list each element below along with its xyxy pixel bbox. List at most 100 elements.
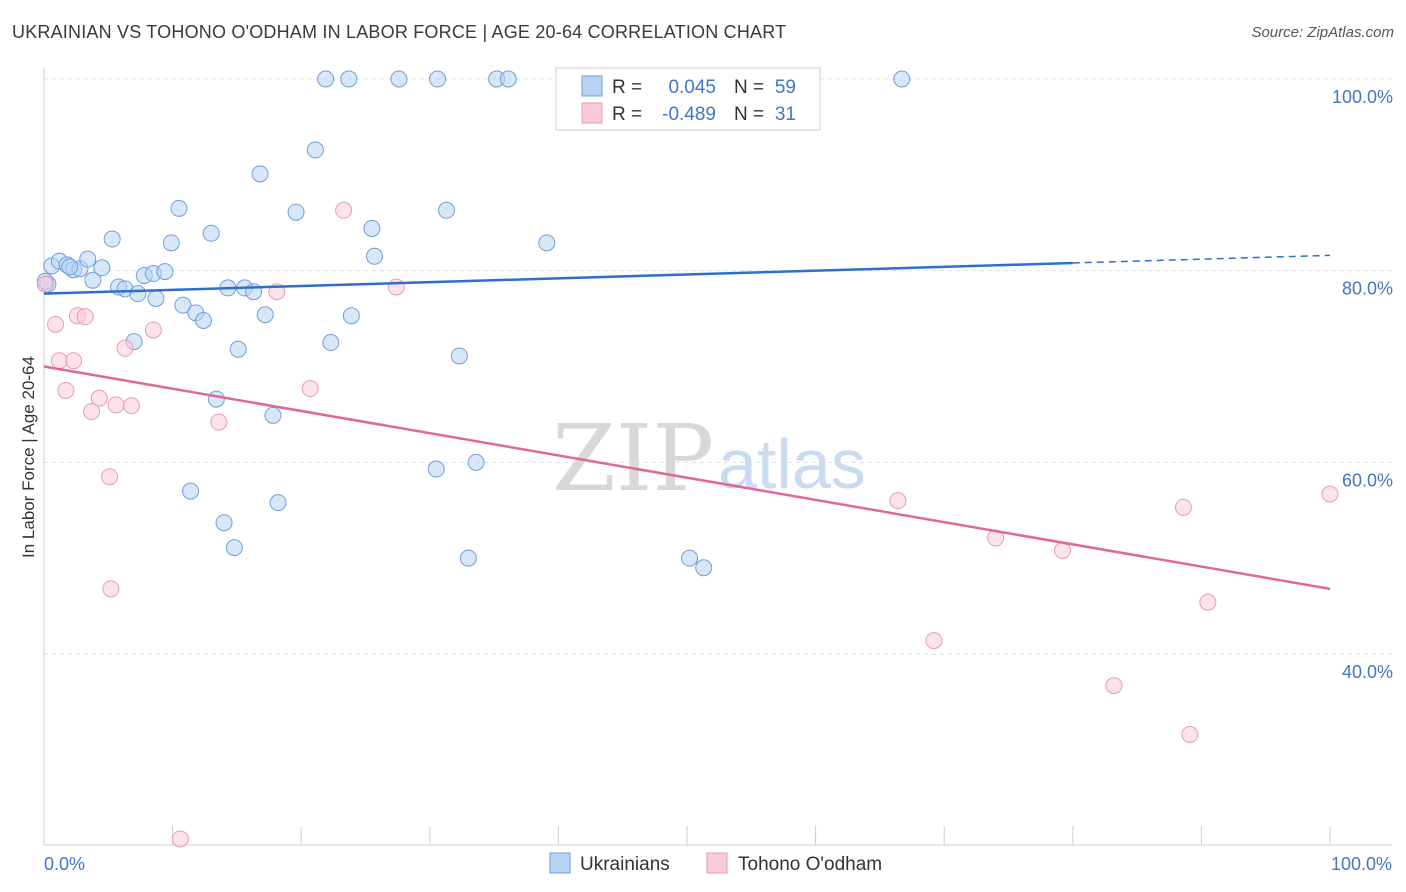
ukrainians-point bbox=[681, 549, 699, 567]
tohono-point bbox=[1174, 498, 1192, 516]
ukrainians-point bbox=[215, 514, 233, 532]
tohono-trend-line bbox=[43, 365, 1331, 591]
ukrainians-point bbox=[61, 258, 79, 276]
tohono-point bbox=[171, 830, 189, 848]
ukrainians-point bbox=[363, 220, 381, 237]
ukrainians-point bbox=[499, 70, 517, 88]
tohono-point bbox=[47, 315, 65, 333]
legend-r-value-1: 0.045 bbox=[668, 77, 716, 98]
series-legend: Ukrainians Tohono O'odham bbox=[549, 852, 882, 875]
tohono-point bbox=[1321, 485, 1339, 503]
ukrainians-point bbox=[103, 230, 121, 248]
ukrainians-point bbox=[269, 494, 287, 512]
ukrainians-point bbox=[390, 70, 408, 88]
tohono-point bbox=[1105, 677, 1123, 695]
y-tick-label: 100.0% bbox=[1332, 87, 1393, 107]
ukrainians-point bbox=[438, 201, 456, 219]
legend-swatch-ukrainians bbox=[581, 75, 603, 97]
legend-n-label-2: N = bbox=[734, 104, 764, 125]
tohono-point bbox=[122, 397, 140, 415]
series-legend-label-ukrainians: Ukrainians bbox=[580, 854, 670, 875]
ukrainians-point bbox=[695, 559, 713, 577]
legend-n-value-2: 31 bbox=[775, 104, 796, 125]
y-tick-label: 60.0% bbox=[1342, 470, 1393, 490]
legend-swatch-tohono bbox=[581, 102, 603, 124]
watermark-atlas: atlas bbox=[718, 425, 866, 503]
ukrainians-point bbox=[194, 312, 212, 329]
legend-r-label-1: R = bbox=[612, 77, 642, 98]
tohono-point bbox=[107, 396, 125, 414]
ukrainians-trend-extension bbox=[1072, 254, 1331, 264]
ukrainians-point bbox=[84, 271, 102, 289]
ukrainians-point bbox=[174, 296, 192, 314]
tohono-point bbox=[102, 580, 120, 598]
ukrainians-point bbox=[467, 453, 485, 471]
ukrainians-point bbox=[170, 199, 188, 217]
ukrainians-point bbox=[322, 334, 340, 352]
tohono-point bbox=[1181, 726, 1199, 743]
series-legend-swatch-ukrainians bbox=[549, 852, 571, 874]
legend-n-value-1: 59 bbox=[775, 77, 796, 98]
ukrainians-point bbox=[287, 203, 305, 221]
tohono-point bbox=[210, 413, 228, 431]
ukrainians-point bbox=[340, 70, 358, 88]
ukrainians-point bbox=[459, 549, 477, 567]
ukrainians-point bbox=[251, 165, 269, 183]
axes bbox=[43, 68, 1392, 846]
legend-r-label-2: R = bbox=[612, 104, 642, 125]
tohono-point bbox=[1054, 542, 1072, 559]
chart-source: Source: ZipAtlas.com bbox=[1251, 24, 1394, 41]
tohono-point bbox=[36, 275, 54, 293]
x-tick-label-max: 100.0% bbox=[1331, 854, 1392, 874]
tohono-point bbox=[50, 352, 68, 370]
ukrainians-point bbox=[893, 70, 911, 88]
tohono-point bbox=[57, 381, 75, 399]
tohono-point bbox=[116, 339, 134, 357]
ukrainians-point bbox=[229, 340, 247, 358]
ukrainians-point bbox=[538, 234, 556, 252]
tohono-point bbox=[335, 201, 353, 219]
series-legend-label-tohono: Tohono O'odham bbox=[738, 854, 882, 875]
trend-lines bbox=[43, 254, 1331, 591]
ukrainians-point bbox=[429, 70, 447, 88]
x-tick-label-min: 0.0% bbox=[44, 854, 85, 874]
tohono-point bbox=[387, 278, 405, 296]
y-tick-label: 40.0% bbox=[1342, 662, 1393, 682]
y-tick-labels: 40.0% 60.0% 80.0% 100.0% bbox=[1332, 87, 1393, 682]
data-points bbox=[36, 70, 1339, 848]
series-legend-swatch-tohono bbox=[706, 852, 728, 874]
legend-r-value-2: -0.489 bbox=[662, 104, 716, 125]
grid-lines bbox=[44, 78, 1392, 655]
ukrainians-point bbox=[182, 482, 200, 500]
ukrainians-point bbox=[264, 406, 282, 424]
x-ticks bbox=[43, 826, 1331, 845]
ukrainians-point bbox=[317, 70, 335, 88]
chart-title: UKRAINIAN VS TOHONO O'ODHAM IN LABOR FOR… bbox=[12, 22, 787, 42]
ukrainians-point bbox=[156, 263, 174, 281]
ukrainians-point bbox=[202, 224, 220, 242]
ukrainians-point bbox=[129, 285, 147, 303]
ukrainians-point bbox=[366, 247, 384, 265]
tohono-point bbox=[83, 403, 101, 421]
tohono-point bbox=[301, 380, 319, 398]
ukrainians-point bbox=[93, 259, 111, 277]
tohono-point bbox=[90, 389, 108, 407]
ukrainians-point bbox=[427, 460, 445, 478]
ukrainians-point bbox=[147, 289, 165, 307]
tohono-point bbox=[101, 468, 119, 486]
ukrainians-point bbox=[342, 307, 360, 325]
legend-n-label-1: N = bbox=[734, 77, 764, 98]
ukrainians-point bbox=[450, 347, 468, 365]
ukrainians-point bbox=[79, 250, 97, 268]
y-tick-label: 80.0% bbox=[1342, 279, 1393, 299]
ukrainians-trend-line bbox=[43, 261, 1073, 295]
tohono-point bbox=[925, 632, 943, 650]
tohono-point bbox=[889, 492, 907, 510]
tohono-point bbox=[76, 308, 94, 326]
ukrainians-point bbox=[256, 306, 274, 324]
tohono-point bbox=[1199, 593, 1217, 611]
ukrainians-point bbox=[225, 539, 243, 557]
ukrainians-point bbox=[162, 234, 180, 252]
tohono-point bbox=[65, 352, 83, 370]
